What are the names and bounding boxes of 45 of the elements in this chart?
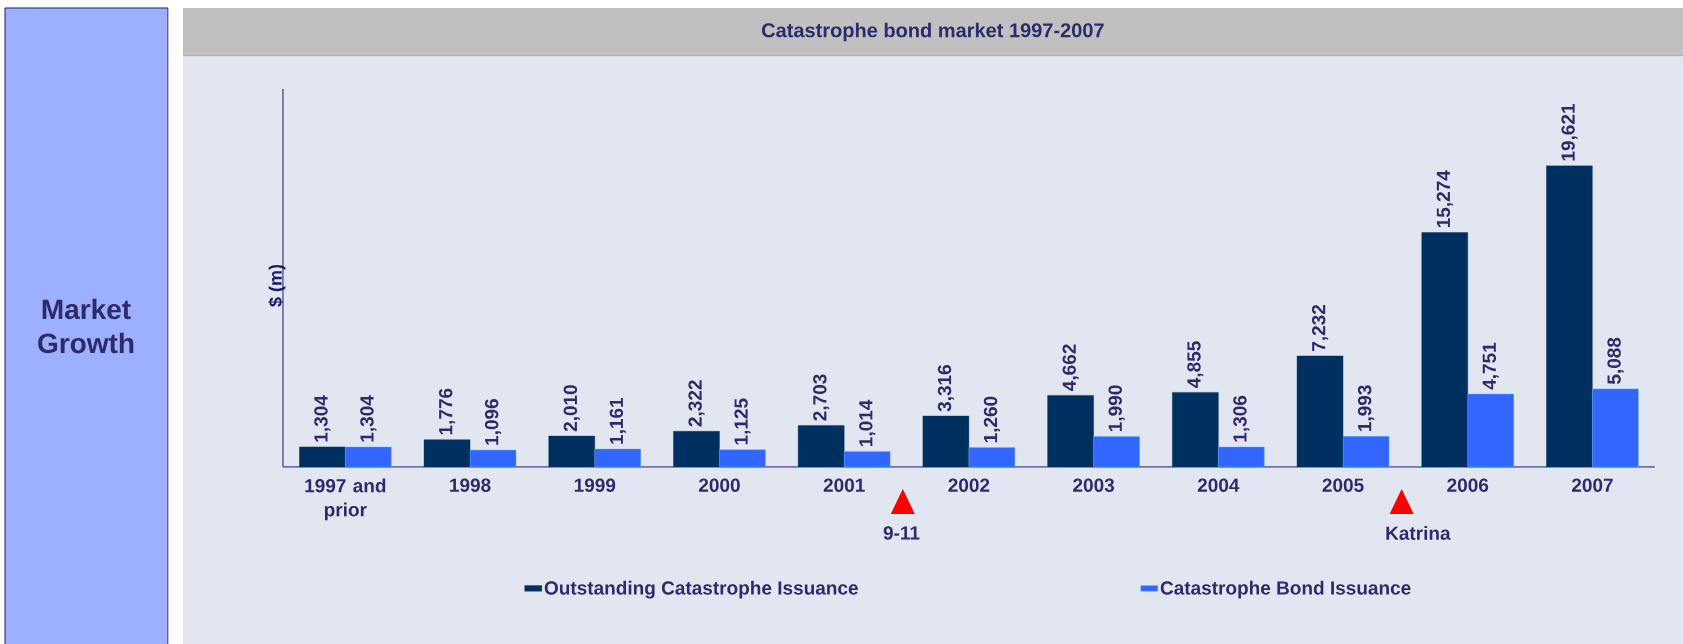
- data-label: 5,088: [1607, 337, 1624, 384]
- data-label: 1,776: [438, 388, 456, 435]
- x-tick-label: 2006: [1447, 478, 1489, 492]
- bar: [1592, 388, 1639, 467]
- text: Market Growth: [38, 298, 134, 354]
- x-tick-label: 1999: [574, 478, 616, 492]
- y-axis-title: $ (m): [268, 264, 286, 307]
- data-label: 1,161: [609, 397, 626, 444]
- data-label: 4,855: [1187, 341, 1204, 388]
- data-label: 7,232: [1311, 304, 1329, 351]
- text: 9-11: [883, 526, 920, 540]
- x-tick-label: 2007: [1571, 478, 1613, 492]
- chart-title: Catastrophe bond market 1997-2007: [762, 22, 1104, 42]
- x-tick-label: 2002: [948, 478, 990, 492]
- data-label: 1,990: [1108, 385, 1125, 431]
- data-label: 1,304: [360, 395, 377, 442]
- legend-label: Outstanding Catastrophe Issuance: [544, 580, 858, 599]
- data-label: 1,125: [734, 398, 751, 445]
- x-tick-label: 2005: [1322, 478, 1364, 492]
- bar: [1093, 435, 1140, 467]
- data-label: 4,662: [1062, 344, 1079, 391]
- x-tick-label: 1997 and prior: [305, 478, 386, 520]
- data-label: 2,010: [563, 384, 580, 432]
- x-tick-label: 2000: [698, 478, 740, 492]
- data-label: 3,316: [937, 364, 954, 412]
- data-label: 1,096: [484, 398, 502, 445]
- legend-label: Catastrophe Bond Issuance: [1160, 580, 1411, 599]
- data-label: 19,621: [1561, 103, 1578, 161]
- x-tick-label: 1998: [450, 478, 491, 492]
- bar: [1342, 435, 1390, 467]
- x-tick-label: 2003: [1073, 478, 1115, 492]
- data-label: 2,703: [813, 374, 830, 421]
- bar: [719, 449, 766, 467]
- bar: [1467, 393, 1514, 467]
- data-label: 1,304: [314, 395, 331, 442]
- text: Katrina: [1386, 525, 1451, 540]
- x-tick-label: 2004: [1197, 478, 1240, 492]
- data-label: 2,322: [688, 380, 705, 427]
- data-label: 15,274: [1436, 170, 1453, 227]
- data-label: 1,993: [1357, 385, 1375, 431]
- data-label: 1,014: [859, 399, 876, 446]
- data-label: 1,260: [983, 396, 1000, 443]
- data-label: 4,751: [1482, 342, 1499, 390]
- x-tick-label: 2001: [823, 478, 865, 492]
- data-label: 1,306: [1233, 395, 1250, 442]
